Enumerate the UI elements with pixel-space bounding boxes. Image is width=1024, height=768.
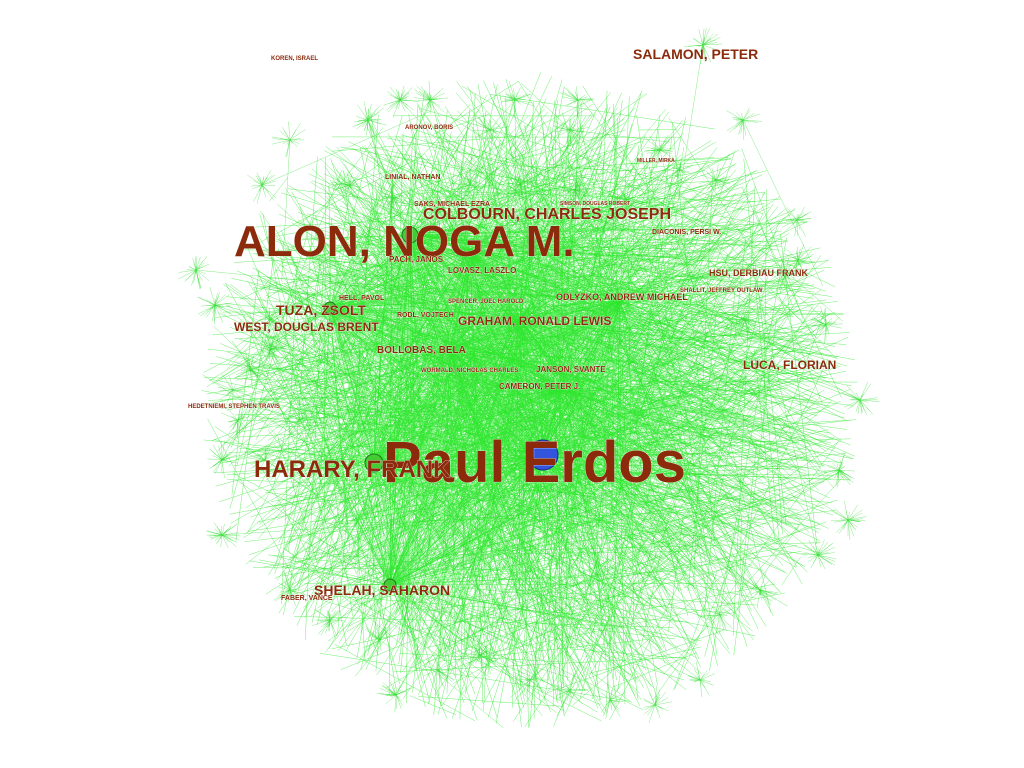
edge-layer bbox=[201, 72, 859, 728]
node-layer bbox=[323, 226, 559, 592]
label-linial[interactable]: LINIAL, NATHAN bbox=[385, 174, 441, 182]
label-faber[interactable]: FABER, VANCE bbox=[281, 595, 333, 603]
label-graham[interactable]: GRAHAM, RONALD LEWIS bbox=[458, 314, 612, 329]
label-west[interactable]: WEST, DOUGLAS BRENT bbox=[234, 320, 380, 335]
label-spencer[interactable]: SPENCER, JOEL HAROLD bbox=[448, 299, 524, 306]
label-hell[interactable]: HELL, PAVOL bbox=[339, 295, 385, 303]
label-shelah[interactable]: SHELAH, SAHARON bbox=[314, 582, 451, 599]
label-diaconis[interactable]: DIACONIS, PERSI W. bbox=[652, 229, 722, 237]
label-tuza[interactable]: TUZA, ZSOLT bbox=[276, 302, 367, 319]
label-bollobas[interactable]: BOLLOBAS, BELA bbox=[377, 345, 466, 357]
label-rodl[interactable]: RODL, VOJTECH bbox=[397, 312, 454, 320]
label-layer: Paul Erdos ALON, NOGA M. HARARY, FRANK C… bbox=[188, 46, 837, 603]
label-lovasz[interactable]: LOVASZ, LASZLO bbox=[448, 266, 517, 276]
node-shelah[interactable] bbox=[383, 578, 397, 592]
label-janson[interactable]: JANSON, SVANTE bbox=[536, 365, 607, 375]
label-hedetniemi[interactable]: HEDETNIEMI, STEPHEN TRAVIS bbox=[188, 404, 280, 411]
node-harary[interactable] bbox=[364, 453, 384, 473]
node-alon[interactable] bbox=[401, 226, 419, 244]
label-pach[interactable]: PACH, JANOS bbox=[389, 255, 444, 265]
label-cameron[interactable]: CAMERON, PETER J. bbox=[499, 382, 581, 392]
label-odlyzko[interactable]: ODLYZKO, ANDREW MICHAEL bbox=[556, 292, 689, 303]
edge-bundle bbox=[201, 72, 859, 728]
label-harary-frank[interactable]: HARARY, FRANK bbox=[254, 456, 452, 484]
node-erdos[interactable] bbox=[527, 439, 559, 471]
label-shallit[interactable]: SHALLIT, JEFFREY OUTLAW bbox=[680, 288, 763, 295]
label-wormald[interactable]: WORMALD, NICHOLAS CHARLES bbox=[421, 368, 519, 375]
label-hsu[interactable]: HSU, DERBIAU FRANK bbox=[709, 268, 809, 279]
label-luca[interactable]: LUCA, FLORIAN bbox=[743, 358, 837, 373]
label-salamon[interactable]: SALAMON, PETER bbox=[633, 46, 759, 63]
label-simson[interactable]: SIMSON, DOUGLAS ROBERT bbox=[560, 201, 631, 208]
label-miller[interactable]: MILLER, MIRKA bbox=[637, 158, 676, 165]
peripheral-clusters bbox=[178, 28, 880, 723]
label-paul-erdos[interactable]: Paul Erdos bbox=[383, 430, 686, 496]
label-koren[interactable]: KOREN, ISRAEL bbox=[271, 56, 319, 63]
label-colbourn[interactable]: COLBOURN, CHARLES JOSEPH bbox=[423, 206, 672, 224]
label-aronov[interactable]: ARONOV, BORIS bbox=[405, 125, 454, 132]
leaf-bundle bbox=[178, 28, 880, 723]
label-saks[interactable]: SAKS, MICHAEL EZRA bbox=[414, 201, 491, 209]
node-tuza[interactable] bbox=[323, 301, 337, 315]
label-alon-noga[interactable]: ALON, NOGA M. bbox=[234, 217, 575, 267]
